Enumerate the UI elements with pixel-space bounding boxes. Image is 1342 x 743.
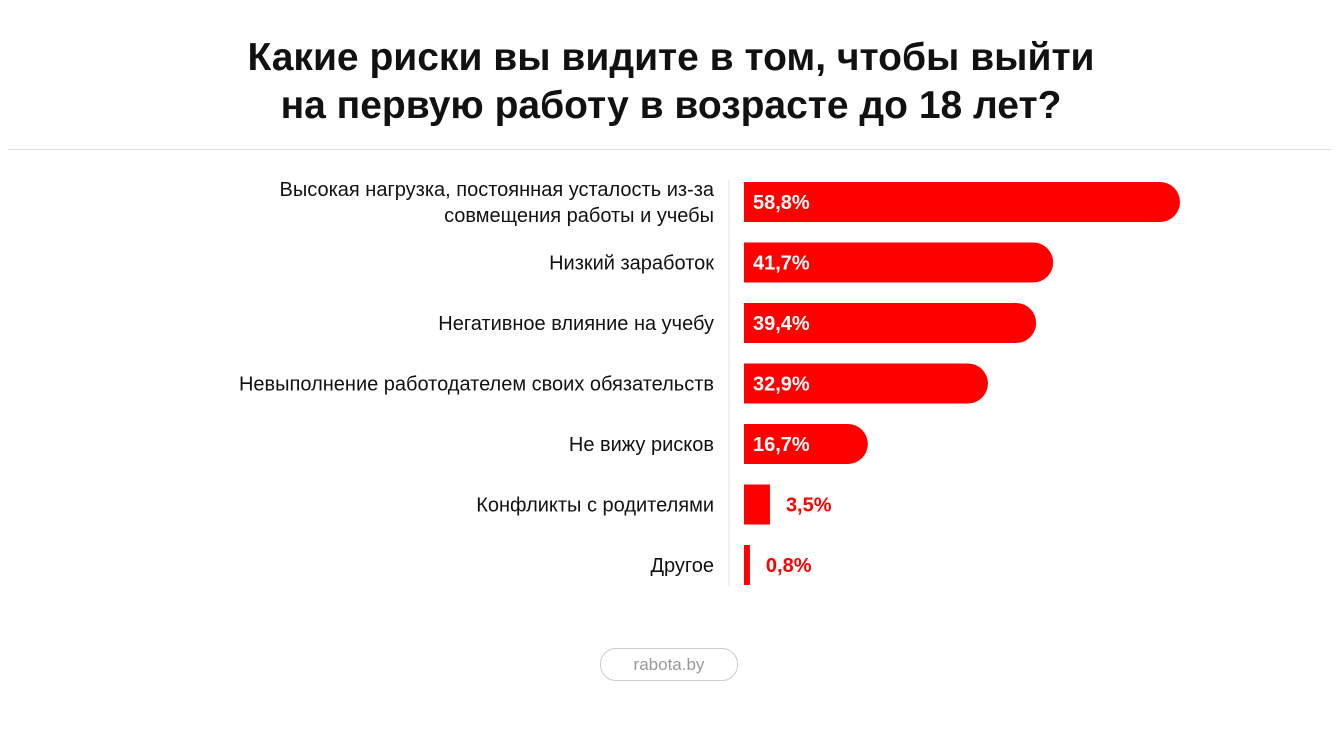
bar [744,484,770,525]
value-label: 16,7% [753,434,810,456]
category-label: Конфликты с родителями [476,495,714,517]
bar [744,242,1054,283]
bar [744,424,868,464]
source-badge: rabota.by [600,648,738,681]
category-label: совмещения работы и учебы [444,205,714,227]
bar [744,182,1180,222]
bar [744,545,750,585]
divider [8,149,1332,150]
category-label: Невыполнение работодателем своих обязате… [239,374,714,396]
value-label: 41,7% [753,253,810,275]
category-label: Негативное влияние на учебу [438,313,714,335]
value-label: 58,8% [753,192,810,214]
value-label: 3,5% [786,495,832,517]
value-label: 0,8% [766,555,812,577]
category-label: Не вижу рисков [569,434,714,456]
category-label: Другое [650,555,714,577]
bar [744,303,1037,343]
bar [744,363,988,404]
title-line-2: на первую работу в возрасте до 18 лет? [280,84,1062,127]
category-label: Низкий заработок [549,253,714,275]
value-label: 39,4% [753,313,810,335]
chart-title: Какие риски вы видите в том, чтобы выйти… [0,34,1342,130]
value-label: 32,9% [753,374,810,396]
title-line-1: Какие риски вы видите в том, чтобы выйти [247,36,1095,79]
category-label: Высокая нагрузка, постоянная усталость и… [280,179,715,201]
